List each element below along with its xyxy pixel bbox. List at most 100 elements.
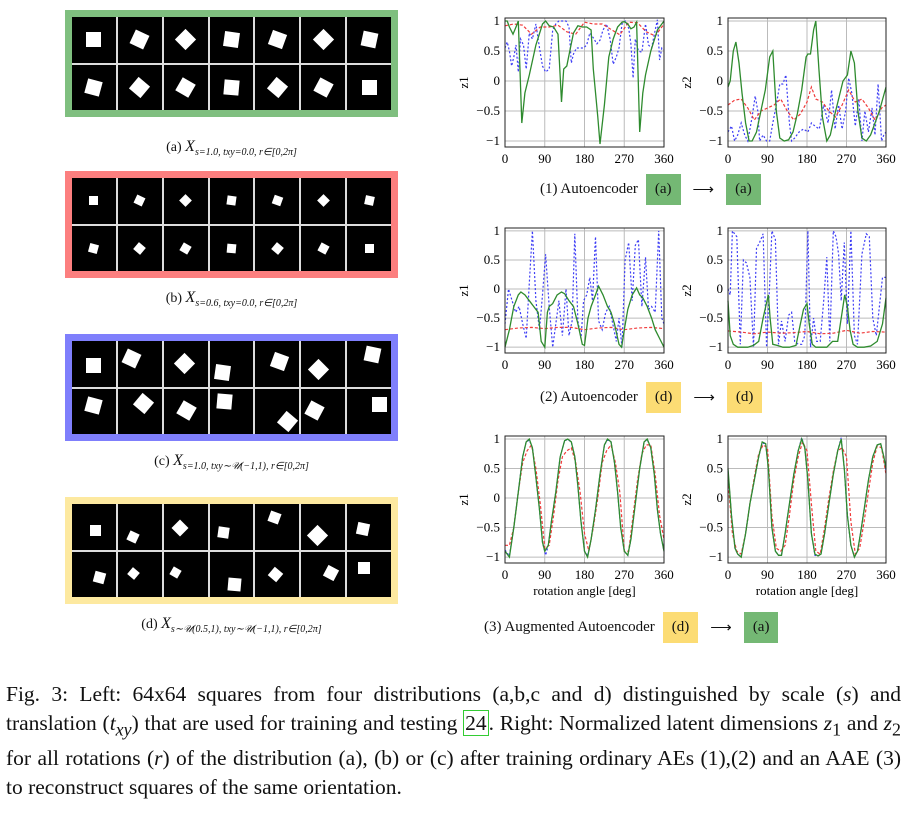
tag-to-d: (d) (726, 382, 763, 413)
series-line-b (727, 329, 887, 335)
square-thumbnail (163, 551, 208, 597)
chart-5: 0 90 180 270 360 1 0.5 0 −0.5 −1 z1 rotation angle … (456, 431, 674, 598)
y-axis-label: z2 (679, 493, 694, 505)
square-thumbnail (255, 504, 300, 550)
y-tick-label: 0 (717, 490, 724, 505)
series-line-c (727, 229, 886, 348)
x-tick-label: 270 (837, 567, 857, 582)
y-tick-label: 1 (717, 13, 724, 28)
y-tick-label: 1 (494, 223, 501, 238)
square-thumbnail (209, 551, 254, 597)
square-thumbnail (255, 551, 300, 597)
white-square (86, 32, 102, 48)
square-thumbnail (163, 388, 208, 434)
frame-d (65, 497, 398, 604)
square-grid-b (72, 178, 391, 271)
square-thumbnail (209, 17, 254, 63)
label-d: (d) Xs∼𝒰(0.5,1), txy∼𝒰(−1,1), r∈[0,2π] (141, 615, 322, 635)
square-thumbnail (347, 504, 391, 550)
plot-frame (727, 227, 887, 354)
white-square (364, 243, 374, 253)
x-tick-label: 360 (654, 151, 674, 166)
x-tick-label: 360 (654, 567, 674, 582)
chart-6: 0 90 180 270 360 1 0.5 0 −0.5 −1 z2 rotation angle … (679, 431, 896, 598)
x-tick-label: 360 (876, 151, 896, 166)
y-tick-label: 1 (717, 223, 724, 238)
series-line-a (504, 437, 665, 560)
square-thumbnail (301, 341, 346, 387)
y-tick-label: 1 (494, 13, 501, 28)
white-square (86, 357, 102, 373)
frame-c (65, 334, 398, 441)
plot-frame (504, 435, 665, 564)
latent-plots: 0 90 180 270 360 1 0.5 0 −0.5 −1 z1 0 90 180 270 360 1 0.… (456, 13, 896, 598)
y-tick-label: −0.5 (476, 310, 500, 325)
x-tick-label: 180 (797, 357, 817, 372)
y-tick-label: 0 (494, 490, 501, 505)
chart-3: 0 90 180 270 360 1 0.5 0 −0.5 −1 z1 (456, 223, 674, 372)
series-line-b (727, 440, 887, 556)
row-caption-3: (3) Augmented Autoencoder (d) ⟶ (a) (484, 612, 779, 643)
square-thumbnail (347, 178, 391, 224)
y-tick-label: −0.5 (699, 310, 723, 325)
square-thumbnail (255, 388, 300, 434)
square-thumbnail (72, 388, 116, 434)
y-tick-label: 0.5 (707, 252, 723, 267)
citation-link[interactable]: 24 (463, 710, 489, 736)
square-thumbnail (209, 504, 254, 550)
y-tick-label: −1 (486, 133, 500, 148)
x-tick-label: 0 (725, 357, 732, 372)
y-tick-label: −0.5 (476, 520, 500, 535)
y-tick-label: 0.5 (484, 460, 500, 475)
square-thumbnail (347, 388, 391, 434)
tag-from-d: (d) (645, 382, 682, 413)
square-thumbnail (209, 388, 254, 434)
square-thumbnail (209, 341, 254, 387)
square-thumbnail (301, 178, 346, 224)
x-tick-label: 270 (615, 567, 635, 582)
square-thumbnail (72, 551, 116, 597)
square-thumbnail (117, 64, 162, 110)
y-tick-label: −1 (709, 549, 723, 564)
series-line-a (727, 20, 887, 143)
square-thumbnail (117, 17, 162, 63)
series-line-a (504, 284, 665, 350)
x-tick-label: 360 (876, 357, 896, 372)
series-line-c (504, 230, 665, 348)
tag-to-a: (a) (743, 612, 779, 643)
x-tick-label: 90 (538, 151, 551, 166)
square-thumbnail (209, 64, 254, 110)
y-tick-label: −1 (709, 133, 723, 148)
y-tick-label: 0 (717, 281, 724, 296)
label-a: (a) Xs=1.0, txy=0.0, r∈[0,2π] (166, 138, 297, 158)
square-thumbnail (347, 17, 391, 63)
x-tick-label: 0 (502, 567, 509, 582)
chart-1: 0 90 180 270 360 1 0.5 0 −0.5 −1 z1 (456, 13, 674, 166)
chart-4: 0 90 180 270 360 1 0.5 0 −0.5 −1 z2 (679, 223, 896, 372)
tag-from-a: (a) (645, 174, 681, 205)
x-tick-label: 0 (502, 151, 509, 166)
y-tick-label: 0.5 (484, 252, 500, 267)
square-thumbnail (301, 504, 346, 550)
square-thumbnail (347, 225, 391, 271)
square-thumbnail (72, 225, 116, 271)
y-axis-label: z1 (456, 76, 471, 88)
square-grid-d (72, 504, 391, 597)
x-axis-label: rotation angle [deg] (756, 583, 859, 598)
frame-b (65, 171, 398, 278)
square-thumbnail (255, 64, 300, 110)
x-tick-label: 270 (615, 357, 635, 372)
square-thumbnail (163, 504, 208, 550)
y-axis-label: z2 (679, 284, 694, 296)
x-tick-label: 90 (761, 151, 774, 166)
x-tick-label: 180 (575, 567, 595, 582)
y-tick-label: 0.5 (707, 43, 723, 58)
tag-from-d: (d) (662, 612, 699, 643)
x-axis-label: rotation angle [deg] (533, 583, 636, 598)
square-thumbnail (72, 17, 116, 63)
series-line-a (505, 19, 665, 145)
figure-caption: Fig. 3: Left: 64x64 squares from four di… (6, 682, 901, 800)
square-thumbnail (255, 17, 300, 63)
series-line-b (727, 85, 887, 122)
y-tick-label: −1 (486, 339, 500, 354)
